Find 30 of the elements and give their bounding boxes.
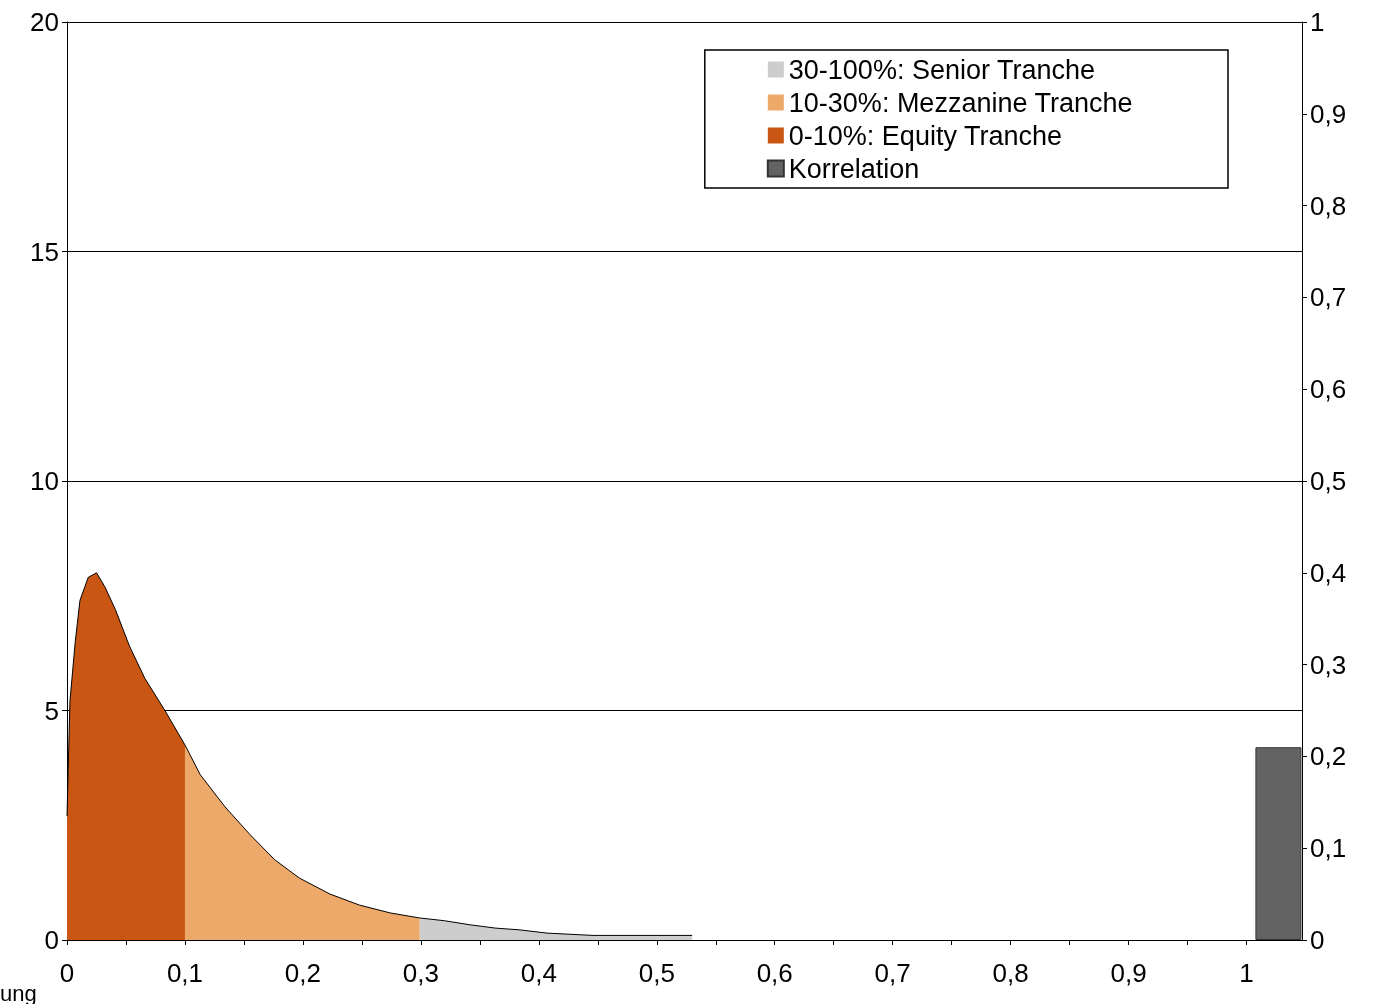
x-tick-label: 0,2	[284, 958, 321, 988]
legend-label: 0-10%: Equity Tranche	[788, 120, 1062, 151]
x-tick-label: 1	[1239, 958, 1254, 988]
legend-label: 30-100%: Senior Tranche	[788, 54, 1096, 85]
y2-tick-label: 0,1	[1310, 833, 1347, 864]
y2-tick-label: 0,7	[1310, 282, 1347, 313]
y2-tick-label: 0,4	[1310, 557, 1347, 588]
x-tick-label: 0,7	[874, 958, 911, 988]
y2-tick-label: 0,9	[1310, 98, 1347, 129]
y2-tick-label: 1	[1310, 7, 1325, 37]
y-tick-label: 20	[30, 7, 59, 37]
x-tick-label: 0,1	[166, 958, 204, 988]
y2-tick-label: 0	[1310, 925, 1325, 955]
x-tick-label: 0,3	[402, 958, 439, 988]
legend-label: 10-30%: Mezzanine Tranche	[788, 87, 1133, 118]
y2-tick-label: 0,8	[1310, 190, 1347, 221]
y-tick-label: 0	[44, 925, 59, 955]
legend-label: Korrelation	[788, 153, 920, 184]
y-tick-label: 15	[30, 236, 59, 267]
x-tick-label: 0,6	[756, 958, 793, 988]
y2-tick-label: 0,5	[1310, 466, 1347, 496]
y-tick-label: 10	[30, 466, 59, 496]
y2-tick-label: 0,2	[1310, 741, 1347, 772]
x-tick-label: 0,9	[1110, 958, 1147, 988]
x-tick-label: 0,4	[520, 958, 557, 988]
y2-tick-label: 0,6	[1310, 374, 1347, 405]
x-tick-label: 0,8	[992, 958, 1029, 988]
y-tick-label: 5	[44, 695, 59, 726]
x-tick-label: 0,5	[638, 958, 675, 988]
y2-tick-label: 0,3	[1310, 649, 1347, 680]
